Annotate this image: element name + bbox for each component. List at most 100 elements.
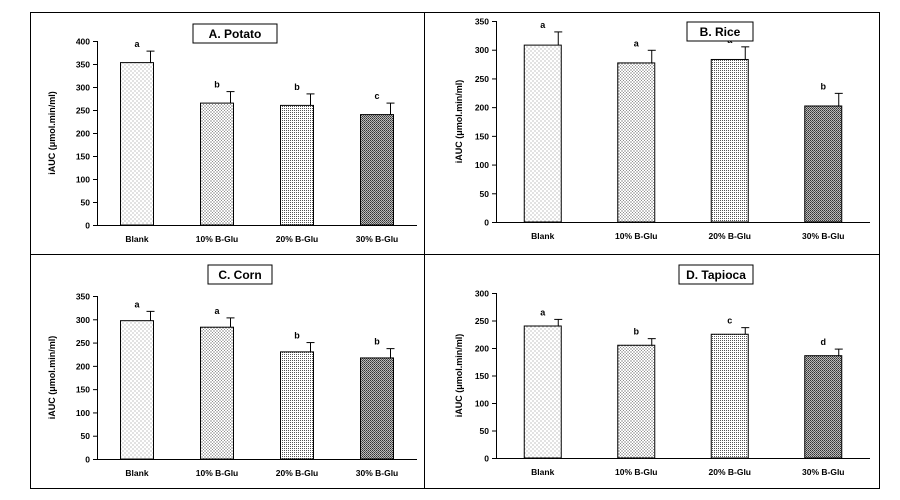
- y-tick-label: 200: [475, 344, 489, 354]
- significance-label: a: [540, 20, 546, 30]
- chart-title: D. Tapioca: [678, 264, 754, 285]
- chart-title-box: [192, 23, 278, 44]
- significance-label: d: [821, 337, 827, 347]
- y-tick-label: 150: [76, 385, 90, 395]
- y-tick-label: 250: [475, 74, 489, 84]
- x-tick-label: 20% B-Glu: [276, 234, 319, 244]
- x-tick-label: Blank: [531, 467, 554, 477]
- y-tick-label: 0: [484, 218, 489, 228]
- significance-label: c: [374, 91, 379, 101]
- chart-title: B. Rice: [686, 21, 754, 42]
- y-tick-label: 150: [475, 131, 489, 141]
- chart-title-text: B. Rice: [700, 25, 741, 39]
- x-tick-label: 30% B-Glu: [802, 467, 845, 477]
- y-tick-label: 350: [475, 17, 489, 27]
- chart-panel-4: 0 50 100 150 200 250 300 iAUC (μmol.min/ml) a Bla…: [454, 264, 870, 477]
- bar: [360, 357, 394, 460]
- bar: [360, 114, 394, 226]
- significance-label: b: [294, 331, 300, 341]
- y-tick-label: 200: [76, 129, 90, 139]
- bar: [804, 105, 843, 223]
- significance-label: b: [374, 337, 380, 347]
- x-tick-label: 10% B-Glu: [196, 234, 239, 244]
- y-tick-label: 150: [475, 371, 489, 381]
- y-tick-label: 0: [85, 221, 90, 231]
- y-tick-label: 350: [76, 60, 90, 70]
- bar: [200, 326, 234, 460]
- chart-title-text: C. Corn: [218, 268, 261, 282]
- bar: [617, 62, 656, 223]
- y-tick-label: 250: [475, 316, 489, 326]
- y-tick-label: 300: [76, 83, 90, 93]
- x-tick-label: Blank: [531, 231, 554, 241]
- significance-label: b: [214, 80, 220, 90]
- y-tick-label: 300: [76, 315, 90, 325]
- y-tick-label: 50: [81, 431, 91, 441]
- x-tick-label: 10% B-Glu: [615, 467, 658, 477]
- y-tick-label: 400: [76, 37, 90, 47]
- x-tick-label: 10% B-Glu: [196, 468, 239, 478]
- significance-label: b: [634, 327, 640, 337]
- panel-border-outer: [30, 12, 880, 489]
- y-tick-label: 250: [76, 338, 90, 348]
- y-tick-label: 150: [76, 152, 90, 162]
- chart-title-box: [207, 264, 273, 285]
- y-tick-label: 100: [76, 175, 90, 185]
- significance-label: a: [134, 299, 140, 309]
- x-tick-label: 10% B-Glu: [615, 231, 658, 241]
- significance-label: b: [294, 82, 300, 92]
- significance-label: a: [214, 306, 220, 316]
- chart-title-text: A. Potato: [209, 27, 262, 41]
- bar: [617, 344, 656, 459]
- bar: [280, 104, 314, 226]
- chart-panel-3: 0 50 100 150 200 250 300 350 iAUC (μmol.min/ml) a…: [47, 264, 417, 478]
- bar: [523, 44, 562, 223]
- bar: [710, 58, 749, 223]
- y-axis-label: iAUC (μmol.min/ml): [47, 336, 57, 420]
- bar: [120, 320, 154, 460]
- y-tick-label: 200: [76, 361, 90, 371]
- chart-title-text: D. Tapioca: [686, 268, 746, 282]
- bar: [523, 325, 562, 459]
- bar: [710, 333, 749, 459]
- x-tick-label: 20% B-Glu: [708, 467, 751, 477]
- y-tick-label: 50: [480, 426, 490, 436]
- y-tick-label: 0: [484, 454, 489, 464]
- x-tick-label: 20% B-Glu: [276, 468, 319, 478]
- bar: [200, 102, 234, 226]
- significance-label: c: [727, 316, 732, 326]
- chart-title-box: [678, 264, 754, 285]
- y-tick-label: 100: [76, 408, 90, 418]
- x-tick-label: 30% B-Glu: [356, 468, 399, 478]
- y-axis-label: iAUC (μmol.min/ml): [454, 80, 464, 164]
- x-tick-label: 20% B-Glu: [708, 231, 751, 241]
- chart-panel-2: 0 50 100 150 200 250 300 350 iAUC (μmol.min/ml) a…: [454, 17, 870, 241]
- chart-panel-1: 0 50 100 150 200 250 300 350 400 iAUC (μmol.min/m…: [47, 23, 417, 244]
- significance-label: a: [540, 307, 546, 317]
- y-tick-label: 100: [475, 160, 489, 170]
- x-tick-label: Blank: [125, 468, 148, 478]
- y-tick-label: 350: [76, 292, 90, 302]
- y-tick-label: 300: [475, 45, 489, 55]
- y-tick-label: 50: [81, 198, 91, 208]
- y-tick-label: 50: [480, 189, 490, 199]
- bar: [120, 62, 154, 226]
- y-tick-label: 0: [85, 455, 90, 465]
- chart-title: A. Potato: [192, 23, 278, 44]
- y-axis-label: iAUC (μmol.min/ml): [47, 91, 57, 175]
- y-tick-label: 300: [475, 289, 489, 299]
- x-tick-label: 30% B-Glu: [802, 231, 845, 241]
- y-axis-label: iAUC (μmol.min/ml): [454, 334, 464, 418]
- chart-title-box: [686, 21, 754, 42]
- x-tick-label: Blank: [125, 234, 148, 244]
- significance-label: a: [134, 39, 140, 49]
- bar: [280, 351, 314, 460]
- y-tick-label: 200: [475, 103, 489, 113]
- x-tick-label: 30% B-Glu: [356, 234, 399, 244]
- significance-label: b: [821, 81, 827, 91]
- y-tick-label: 100: [475, 399, 489, 409]
- y-tick-label: 250: [76, 106, 90, 116]
- bar: [804, 355, 843, 459]
